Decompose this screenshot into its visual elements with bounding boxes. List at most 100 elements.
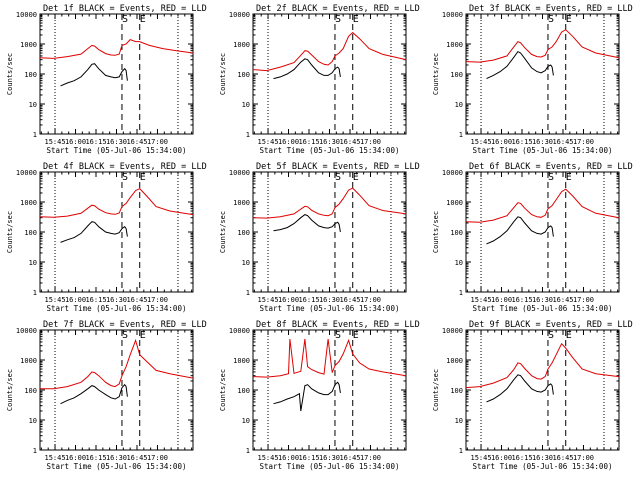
x-tick-label: 16:45: [126, 454, 147, 462]
y-axis-label: Counts/sec: [432, 211, 440, 253]
y-tick-label: 100: [237, 387, 250, 395]
detector-panel: Det 9f BLACK = Events, RED = LLD 1 10 100 10…: [432, 320, 633, 471]
lld-series-line: [253, 31, 406, 72]
x-axis-label: Start Time (05-Jul-06 15:34:00): [47, 304, 187, 313]
x-tick-label: 16:00: [65, 296, 86, 304]
plot-frame: [465, 329, 620, 451]
x-tick-label: 15:45: [257, 296, 278, 304]
x-tick-label: 16:00: [278, 138, 299, 146]
y-tick-label: 10000: [229, 169, 250, 177]
x-tick-label: 16:15: [511, 454, 532, 462]
lld-series-line: [253, 187, 406, 219]
x-tick-label: 15:45: [257, 138, 278, 146]
y-tick-label: 10: [242, 259, 250, 267]
y-tick-label: 10000: [442, 327, 463, 335]
detector-panel: Det 3f BLACK = Events, RED = LLD 1 10 100 10…: [432, 4, 633, 155]
y-tick-label: 10000: [16, 11, 37, 19]
x-tick-label: 16:15: [298, 454, 319, 462]
x-tick-label: 16:45: [339, 138, 360, 146]
x-tick-label: 17:00: [573, 296, 594, 304]
y-tick-label: 1000: [20, 41, 37, 49]
panel-title: Det 7f BLACK = Events, RED = LLD: [43, 320, 207, 330]
x-tick-label: 16:45: [339, 296, 360, 304]
panel-title: Det 3f BLACK = Events, RED = LLD: [469, 4, 633, 14]
y-tick-label: 1000: [446, 357, 463, 365]
x-tick-label: 16:00: [278, 454, 299, 462]
x-tick-label: 16:15: [298, 296, 319, 304]
start-marker-label: S: [122, 172, 128, 183]
y-tick-label: 10: [455, 101, 463, 109]
y-tick-label: 1: [246, 447, 250, 455]
y-tick-label: 10: [29, 417, 37, 425]
plot-frame: [39, 13, 194, 135]
x-tick-label: 17:00: [360, 296, 381, 304]
y-tick-label: 1000: [233, 357, 250, 365]
x-axis-label: Start Time (05-Jul-06 15:34:00): [47, 462, 187, 471]
y-tick-label: 100: [237, 71, 250, 79]
events-series-line: [60, 63, 128, 87]
x-tick-label: 17:00: [360, 454, 381, 462]
y-tick-label: 1000: [20, 199, 37, 207]
end-marker-label: E: [353, 330, 359, 341]
x-tick-label: 15:45: [257, 454, 278, 462]
panel-title: Det 8f BLACK = Events, RED = LLD: [256, 320, 420, 330]
events-series-line: [486, 216, 554, 245]
x-tick-label: 16:45: [552, 296, 573, 304]
x-tick-label: 17:00: [147, 296, 168, 304]
y-axis-label: Counts/sec: [6, 53, 14, 95]
x-axis-label: Start Time (05-Jul-06 15:34:00): [260, 304, 400, 313]
y-tick-label: 10: [455, 259, 463, 267]
x-tick-label: 16:30: [532, 454, 553, 462]
lld-series-line: [40, 338, 193, 390]
y-tick-label: 10: [29, 101, 37, 109]
y-tick-label: 1000: [446, 41, 463, 49]
y-tick-label: 1000: [446, 199, 463, 207]
x-tick-label: 16:00: [65, 138, 86, 146]
x-tick-label: 17:00: [573, 138, 594, 146]
y-axis-label: Counts/sec: [6, 369, 14, 411]
x-tick-label: 16:00: [491, 138, 512, 146]
x-tick-label: 16:15: [85, 138, 106, 146]
x-tick-label: 16:30: [319, 138, 340, 146]
y-tick-label: 1000: [233, 199, 250, 207]
plot-frame: [465, 13, 620, 135]
x-tick-label: 15:45: [470, 296, 491, 304]
y-tick-label: 1: [33, 131, 37, 139]
x-tick-label: 16:00: [278, 296, 299, 304]
start-marker-label: S: [335, 330, 341, 341]
x-tick-label: 17:00: [147, 454, 168, 462]
y-tick-label: 1000: [20, 357, 37, 365]
start-marker-label: S: [122, 14, 128, 25]
x-tick-label: 16:00: [491, 296, 512, 304]
y-tick-label: 10: [242, 101, 250, 109]
x-axis-label: Start Time (05-Jul-06 15:34:00): [473, 462, 613, 471]
x-tick-label: 16:15: [85, 454, 106, 462]
detector-panel: Det 5f BLACK = Events, RED = LLD 1 10 100 10…: [219, 162, 420, 313]
x-tick-label: 16:15: [298, 138, 319, 146]
x-tick-label: 17:00: [360, 138, 381, 146]
x-axis-label: Start Time (05-Jul-06 15:34:00): [47, 146, 187, 155]
y-tick-label: 100: [237, 229, 250, 237]
y-axis-label: Counts/sec: [219, 211, 227, 253]
x-axis-label: Start Time (05-Jul-06 15:34:00): [260, 462, 400, 471]
start-marker-label: S: [548, 330, 554, 341]
x-tick-label: 16:45: [552, 138, 573, 146]
start-marker-label: S: [335, 172, 341, 183]
x-tick-label: 17:00: [147, 138, 168, 146]
x-tick-label: 16:15: [511, 138, 532, 146]
plot-frame: [465, 171, 620, 293]
y-tick-label: 1000: [233, 41, 250, 49]
lld-series-line: [466, 188, 619, 223]
end-marker-label: E: [140, 330, 146, 341]
end-marker-label: E: [140, 14, 146, 25]
panel-title: Det 5f BLACK = Events, RED = LLD: [256, 162, 420, 172]
x-tick-label: 15:45: [44, 138, 65, 146]
detector-panel: Det 6f BLACK = Events, RED = LLD 1 10 100 10…: [432, 162, 633, 313]
events-series-line: [60, 221, 128, 243]
x-tick-label: 16:30: [106, 296, 127, 304]
lld-series-line: [466, 342, 619, 389]
panel-title: Det 4f BLACK = Events, RED = LLD: [43, 162, 207, 172]
y-tick-label: 10: [29, 259, 37, 267]
panel-title: Det 1f BLACK = Events, RED = LLD: [43, 4, 207, 14]
y-tick-label: 10: [242, 417, 250, 425]
